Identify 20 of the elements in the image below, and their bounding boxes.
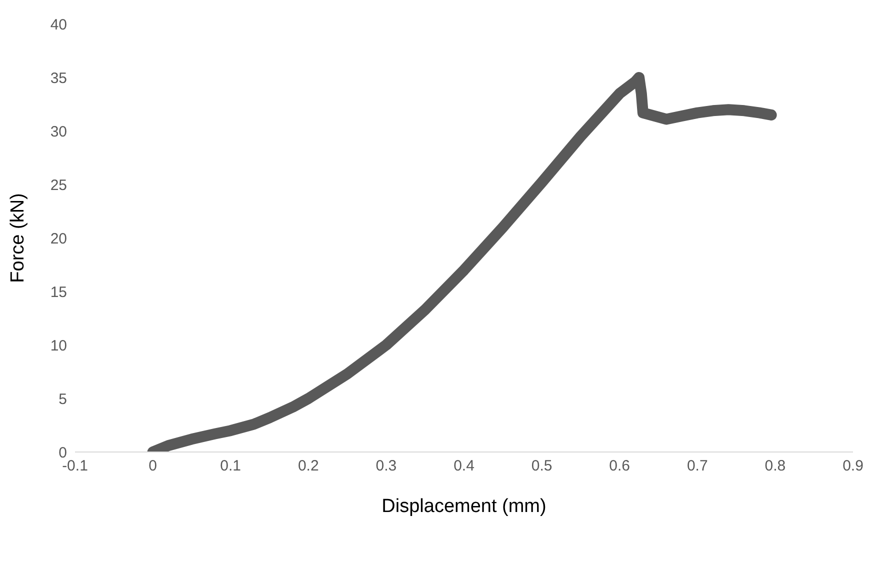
y-axis-title: Force (kN) (8, 193, 29, 283)
x-tick-label: 0.7 (686, 458, 708, 475)
x-tick-label: 0.4 (454, 458, 474, 475)
x-tick-label: 0 (148, 458, 157, 475)
x-tick-label: 0.9 (842, 458, 864, 475)
y-tick-label: 35 (50, 70, 67, 87)
x-tick-label: 0.3 (376, 458, 397, 475)
y-tick-label: 10 (50, 337, 67, 354)
x-tick-label: 0.6 (609, 458, 630, 475)
x-axis-title: Displacement (mm) (382, 496, 546, 517)
y-tick-label: 40 (50, 16, 67, 34)
x-tick-label: 0.8 (764, 458, 786, 475)
y-tick-label: 25 (50, 176, 67, 194)
x-tick-label: 0.5 (531, 458, 552, 475)
y-tick-label: 15 (50, 284, 67, 301)
x-tick-label: 0.2 (298, 458, 319, 475)
y-tick-label: 30 (50, 123, 67, 140)
x-tick-label: 0.1 (220, 458, 242, 475)
y-tick-label: 5 (58, 390, 67, 408)
y-tick-label: 20 (50, 230, 67, 248)
